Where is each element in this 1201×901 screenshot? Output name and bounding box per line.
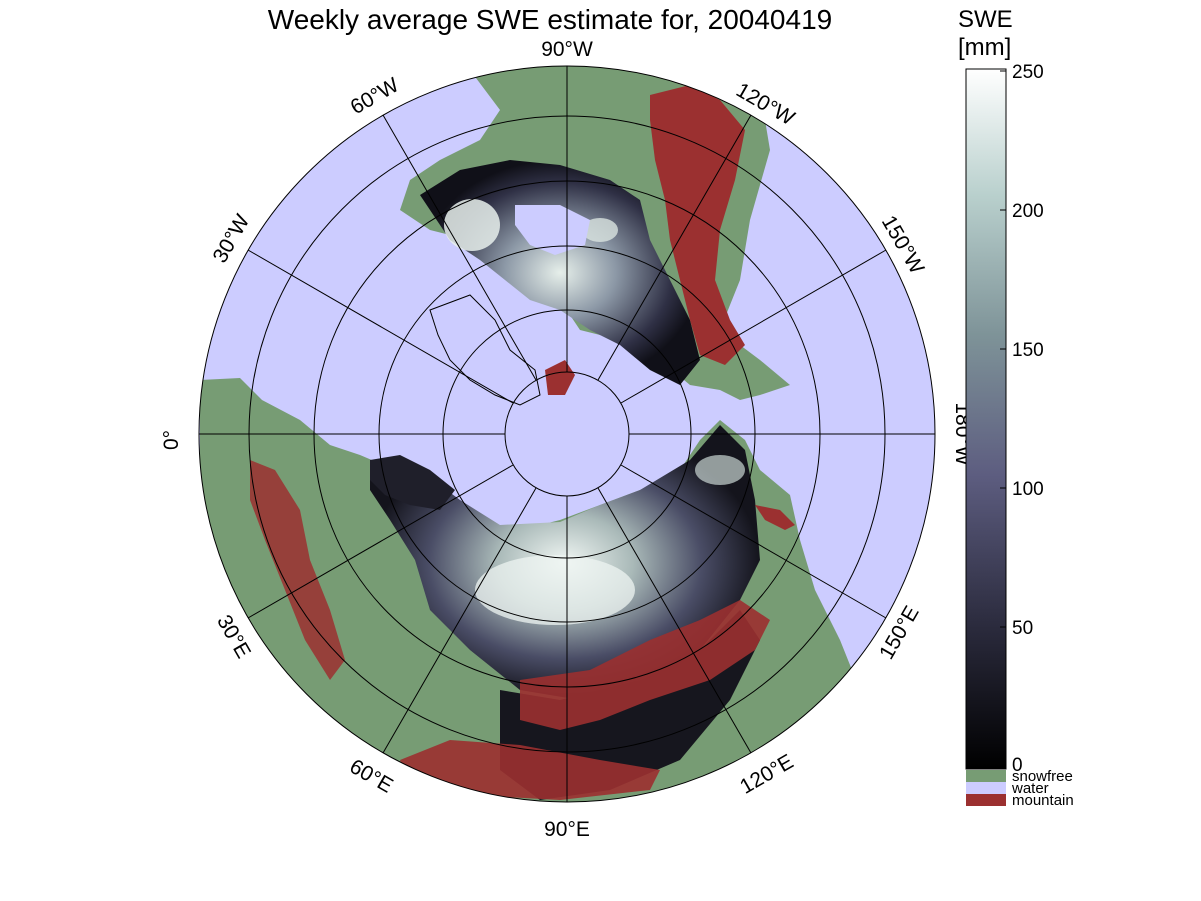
colorbar-title: SWE [mm]: [958, 6, 1013, 62]
asia-mountain: [520, 600, 770, 730]
lon-label-0: 0°: [160, 430, 183, 450]
legend-label-snowfree: snowfree: [1012, 768, 1073, 785]
colorbar-title-line2: [mm]: [958, 34, 1012, 61]
kamchatka-mountain: [755, 505, 795, 530]
legend-label-mountain: mountain: [1012, 792, 1074, 809]
colorbar-title-line1: SWE: [958, 6, 1013, 33]
meridian-150w: [620, 249, 887, 404]
meridian-30e: [247, 464, 514, 619]
meridian-60e: [382, 487, 537, 754]
colorbar-tick-150: 150: [1012, 340, 1044, 361]
meridian-30w: [247, 249, 514, 404]
colorbar-tick-250: 250: [1012, 62, 1044, 83]
siberia-high-swe: [475, 555, 635, 625]
legend-swatch-water: [966, 782, 1006, 794]
legend-swatch-mountain: [966, 794, 1006, 806]
meridian-60w: [382, 114, 537, 381]
lon-label-60e: 60°E: [346, 755, 397, 798]
lon-label-120e: 120°E: [736, 750, 797, 799]
labrador-swe: [582, 218, 618, 242]
colorbar-tick-50: 50: [1012, 618, 1033, 639]
lon-label-90e: 90°E: [544, 818, 590, 841]
colorbar-tick-0: 0: [1012, 755, 1023, 776]
rockies-mountain: [650, 85, 745, 365]
colorbar-tick-marks: [1000, 70, 1006, 767]
quebec-high-swe: [444, 199, 500, 251]
colorbar: 250 200 150 100 50 0 snowfree water moun…: [965, 62, 1074, 809]
map-disk: [199, 66, 935, 802]
europe-mountain: [250, 460, 345, 680]
colorbar-tick-200: 200: [1012, 201, 1044, 222]
map-title: Weekly average SWE estimate for, 2004041…: [267, 4, 833, 35]
lon-label-90w: 90°W: [541, 38, 593, 61]
meridian-150e: [620, 464, 887, 619]
far-east-swe: [695, 455, 745, 485]
colorbar-tick-100: 100: [1012, 479, 1044, 500]
meridian-120e: [597, 487, 752, 754]
legend-swatch-snowfree: [966, 770, 1006, 782]
scandinavia-snow: [370, 455, 455, 510]
graticule: [198, 65, 936, 803]
legend-label-water: water: [1011, 780, 1049, 797]
himalaya-mountain: [400, 740, 660, 800]
colorbar-gradient: [965, 68, 1007, 770]
meridian-120w: [597, 114, 752, 381]
greenland: [429, 294, 541, 406]
hudson-bay: [515, 205, 590, 255]
